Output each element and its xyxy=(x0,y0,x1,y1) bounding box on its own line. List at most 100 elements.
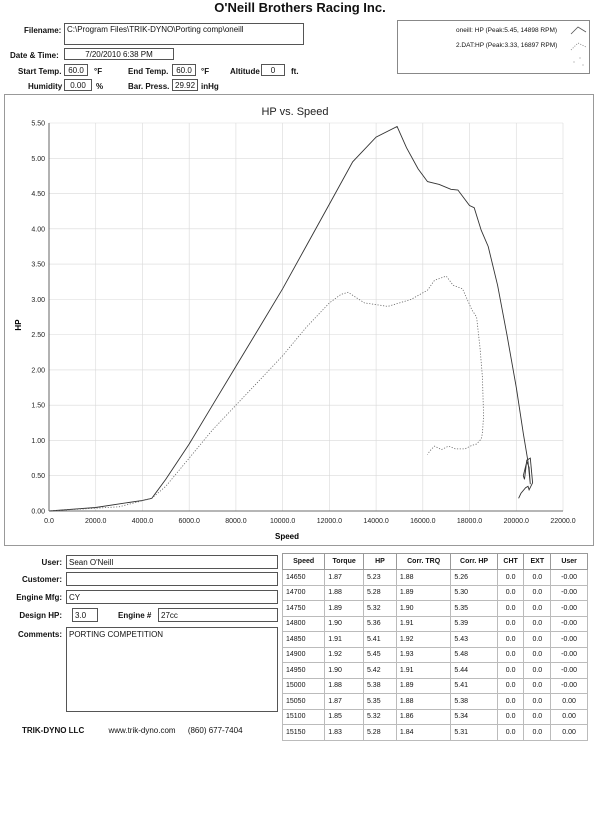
humidity-label: Humidity xyxy=(28,82,63,91)
filename-field[interactable]: C:\Program Files\TRIK-DYNO\Porting comp\… xyxy=(64,23,304,45)
table-cell: 5.23 xyxy=(362,569,397,586)
x-tick-label: 2000.0 xyxy=(85,518,107,525)
table-cell: 1.90 xyxy=(324,615,364,632)
table-row: 14950 1.90 5.42 1.91 5.44 0.0 0.0 -0.00 xyxy=(281,662,588,679)
humidity-field[interactable]: 0.00 xyxy=(64,79,92,91)
table-row: 14750 1.89 5.32 1.90 5.35 0.0 0.0 -0.00 xyxy=(281,600,588,617)
report-title: O'Neill Brothers Racing Inc. xyxy=(214,0,386,15)
table-cell: 0.0 xyxy=(496,724,525,741)
table-cell: 0.0 xyxy=(496,646,525,663)
table-cell: 14700 xyxy=(281,584,326,601)
table-cell: 1.89 xyxy=(395,584,452,601)
table-cell: 0.00 xyxy=(550,708,588,725)
table-cell: 0.00 xyxy=(550,724,588,741)
altitude-label: Altitude xyxy=(230,67,260,76)
x-tick-label: 18000.0 xyxy=(457,518,482,525)
end-temp-field[interactable]: 60.0 xyxy=(172,64,196,76)
column-header: Speed xyxy=(281,553,326,570)
table-cell: 5.28 xyxy=(362,584,397,601)
footer-phone: (860) 677-7404 xyxy=(187,726,243,735)
x-tick-label: 12000.0 xyxy=(317,518,342,525)
customer-field[interactable] xyxy=(66,572,278,586)
legend-swatch-solid xyxy=(570,26,587,35)
datetime-field[interactable]: 7/20/2010 6:38 PM xyxy=(64,48,174,60)
table-cell: 1.92 xyxy=(324,646,364,663)
table-cell: 0.0 xyxy=(523,724,552,741)
table-cell: 0.0 xyxy=(496,662,525,679)
table-cell: -0.00 xyxy=(550,646,588,663)
table-cell: 15150 xyxy=(281,724,326,741)
series-line-oneill xyxy=(48,125,534,512)
series-line-2dat xyxy=(48,275,485,512)
table-cell: 15050 xyxy=(281,693,326,710)
start-temp-label: Start Temp. xyxy=(18,67,62,76)
engine-mfg-field[interactable]: CY xyxy=(66,590,278,604)
data-table: Speed Torque HP Corr. TRQ Corr. HP CHT EXT User… xyxy=(281,553,588,741)
table-cell: 0.0 xyxy=(523,708,552,725)
table-cell: 1.90 xyxy=(395,600,452,617)
table-cell: 5.34 xyxy=(450,708,498,725)
legend-entry-2dat: 2.DAT:HP (Peak:3.33, 16897 RPM) xyxy=(456,42,558,49)
table-row: 14700 1.88 5.28 1.89 5.30 0.0 0.0 -0.00 xyxy=(281,584,588,601)
table-cell: 1.91 xyxy=(324,631,364,648)
table-cell: 0.0 xyxy=(523,693,552,710)
table-cell: 5.41 xyxy=(450,677,498,694)
x-axis-label: Speed xyxy=(275,532,299,541)
table-cell: 0.0 xyxy=(496,615,525,632)
engine-number-field[interactable]: 27cc xyxy=(158,608,278,622)
y-tick-label: 4.00 xyxy=(31,226,45,233)
engine-mfg-label: Engine Mfg: xyxy=(16,593,62,602)
table-cell: 5.28 xyxy=(362,724,397,741)
table-cell: 14750 xyxy=(281,600,326,617)
table-cell: 0.0 xyxy=(496,693,525,710)
x-tick-label: 0.0 xyxy=(44,518,54,525)
y-tick-label: 3.00 xyxy=(31,297,45,304)
pressure-field[interactable]: 29.92 xyxy=(172,79,198,91)
table-cell: 5.44 xyxy=(450,662,498,679)
table-cell: 14800 xyxy=(281,615,326,632)
table-cell: 1.83 xyxy=(324,724,364,741)
x-tick-label: 6000.0 xyxy=(178,518,200,525)
table-cell: 5.43 xyxy=(450,631,498,648)
table-cell: 5.45 xyxy=(362,646,397,663)
start-temp-field[interactable]: 60.0 xyxy=(64,64,88,76)
table-cell: 0.0 xyxy=(523,646,552,663)
table-cell: 0.0 xyxy=(523,584,552,601)
table-cell: 0.0 xyxy=(523,662,552,679)
user-field[interactable]: Sean O'Neill xyxy=(66,555,278,569)
humidity-unit: % xyxy=(96,82,104,91)
chart-legend: oneill: HP (Peak:5.45, 14898 RPM) 2.DAT:… xyxy=(397,20,590,74)
table-cell: 0.0 xyxy=(496,584,525,601)
table-cell: -0.00 xyxy=(550,600,588,617)
y-tick-label: 5.00 xyxy=(31,156,45,163)
table-cell: 14650 xyxy=(281,569,326,586)
table-cell: 1.90 xyxy=(324,662,364,679)
table-row: 15150 1.83 5.28 1.84 5.31 0.0 0.0 0.00 xyxy=(281,724,588,741)
table-cell: 0.0 xyxy=(523,615,552,632)
y-tick-label: 3.50 xyxy=(31,262,45,269)
table-cell: 14850 xyxy=(281,631,326,648)
table-header-row: Speed Torque HP Corr. TRQ Corr. HP CHT EXT User xyxy=(281,553,588,570)
chart-frame: HP vs. Speed 0.00 0.50 1.00 1.50 2.00 2.50 3.0… xyxy=(4,94,594,546)
column-header: Corr. TRQ xyxy=(395,553,452,570)
comments-field[interactable]: PORTING COMPETITION xyxy=(66,627,278,712)
design-hp-field[interactable]: 3.0 xyxy=(72,608,98,622)
altitude-field[interactable]: 0 xyxy=(261,64,285,76)
table-cell: 0.0 xyxy=(496,569,525,586)
table-cell: 14950 xyxy=(281,662,326,679)
table-row: 15000 1.88 5.38 1.89 5.41 0.0 0.0 -0.00 xyxy=(281,677,588,694)
table-cell: 5.35 xyxy=(362,693,397,710)
table-cell: 1.87 xyxy=(324,693,364,710)
table-cell: 1.88 xyxy=(324,584,364,601)
chart-title: HP vs. Speed xyxy=(261,106,328,118)
table-cell: 1.85 xyxy=(324,708,364,725)
y-tick-label: 0.50 xyxy=(31,473,45,480)
footer-website[interactable]: www.trik-dyno.com xyxy=(108,726,176,735)
pressure-label: Bar. Press. xyxy=(128,82,170,91)
table-cell: 0.0 xyxy=(523,569,552,586)
y-tick-label: 5.50 xyxy=(31,121,45,128)
legend-entry-oneill: oneill: HP (Peak:5.45, 14898 RPM) xyxy=(456,27,558,34)
table-cell: 5.38 xyxy=(362,677,397,694)
user-label: User: xyxy=(41,558,62,567)
table-row: 14800 1.90 5.36 1.91 5.39 0.0 0.0 -0.00 xyxy=(281,615,588,632)
